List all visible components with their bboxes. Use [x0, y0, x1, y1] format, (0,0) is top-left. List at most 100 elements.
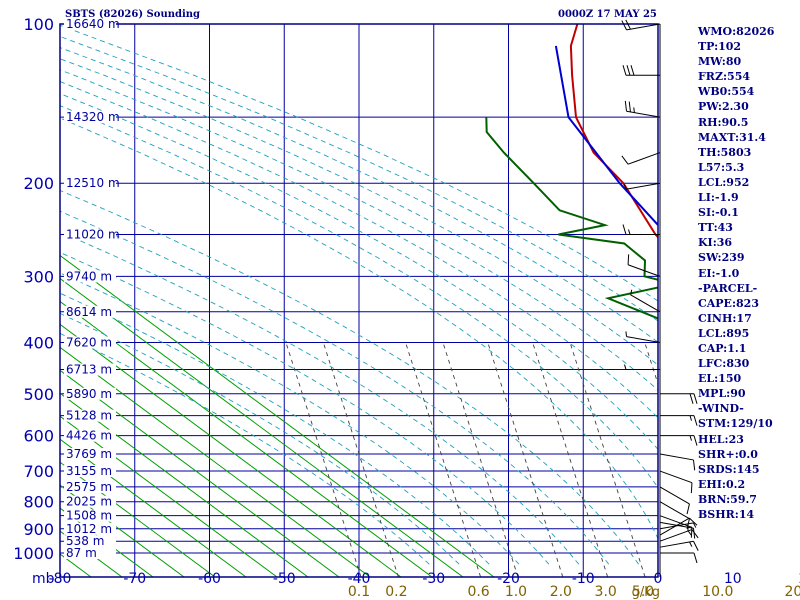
stability-index-item: MPL:90: [698, 387, 746, 401]
stability-index-item: PW:2.30: [698, 100, 749, 114]
temperature-tick-label: -30: [422, 571, 445, 587]
wind-barb-flag: [633, 107, 635, 113]
stability-index-item: TT:43: [698, 221, 733, 235]
height-label: 1012 m: [66, 522, 112, 536]
height-label-bg: [64, 18, 116, 30]
stability-index-list: WMO:82026 TP:102 MW:80 FRZ:554 WB0:554 PW:2.3…: [698, 24, 774, 522]
mixing-ratio-line: [285, 342, 362, 577]
temperature-tick-label: -40: [348, 571, 371, 587]
mixing-ratio-line: [532, 342, 609, 577]
wind-barb-flag: [630, 289, 633, 295]
stability-index-item: KI:36: [698, 236, 733, 250]
dry-adiabat-line: [60, 392, 309, 577]
wind-barb-flag: [689, 393, 694, 404]
pressure-tick-label: 1000: [13, 544, 54, 563]
wind-barb-flag: [689, 517, 698, 526]
height-label: 3155 m: [66, 464, 112, 478]
wind-barb-flag: [691, 529, 699, 539]
stability-index-item: SW:239: [698, 251, 745, 265]
wind-barb-flag: [622, 224, 627, 235]
stability-index-item: TH:5803: [698, 145, 752, 159]
height-label-bg: [64, 429, 116, 442]
height-label: 5128 m: [66, 409, 112, 423]
mixing-ratio-label: 0.2: [385, 584, 407, 600]
wind-barb-flag: [628, 229, 631, 235]
stability-index-item: LCL:895: [698, 326, 750, 340]
stability-index-item: STM:129/10: [698, 417, 773, 431]
profile-lines: [485, 24, 658, 320]
height-label: 16640 m: [66, 17, 120, 31]
height-label: 2025 m: [66, 495, 112, 509]
dry-adiabat-line: [60, 369, 340, 577]
dry-adiabat-line: [60, 277, 464, 577]
temperature-tick-label: -10: [572, 571, 595, 587]
wind-barb-flag: [690, 482, 693, 494]
dry-adiabat-line: [60, 438, 247, 577]
mixing-ratio-line: [487, 342, 564, 577]
wind-barb: [659, 515, 693, 528]
pressure-tick-label: 400: [23, 333, 54, 352]
wind-barb-flag: [630, 65, 635, 76]
moist-adiabat-line: [60, 312, 460, 565]
wind-barb-flag: [693, 552, 698, 564]
height-label-bg: [64, 465, 116, 478]
wind-barb: [659, 470, 693, 484]
wind-barb-flag: [623, 184, 627, 190]
pressure-tick-label: 600: [23, 427, 54, 446]
height-label-bg: [64, 480, 116, 493]
mixing-ratio-label: 10.0: [702, 584, 733, 600]
wind-barb-flag: [689, 435, 692, 441]
wind-barb-flag: [693, 435, 698, 446]
temperature-tick-label: -50: [273, 571, 296, 587]
pressure-unit-label: mb: [32, 571, 55, 587]
temperature-tick-label: -70: [123, 571, 146, 587]
wind-barb-flag: [693, 541, 699, 551]
wind-barb: [659, 501, 690, 520]
pressure-tick-label: 500: [23, 385, 54, 404]
stability-index-item: SHR+:0.0: [698, 447, 758, 461]
wind-barb-flag: [693, 393, 698, 404]
height-label: 4426 m: [66, 429, 112, 443]
wind-barb-flag: [625, 331, 628, 337]
height-label: 11020 m: [66, 228, 120, 242]
wind-barb-flag: [687, 530, 692, 536]
dry-adiabat-line: [60, 323, 402, 577]
pressure-tick-label: 800: [23, 493, 54, 512]
stability-index-item: LI:-1.9: [698, 191, 739, 205]
wind-barb: [630, 294, 661, 313]
height-label: 7620 m: [66, 335, 112, 349]
height-label-bg: [64, 547, 116, 559]
temperature-tick-label: 0: [654, 571, 663, 587]
moist-adiabat-line: [60, 210, 610, 565]
mixing-ratio-label: 2.0: [550, 584, 572, 600]
stability-index-item: BRN:59.7: [698, 492, 757, 506]
stability-index-item: CAP:1.1: [698, 341, 747, 355]
height-label: 1508 m: [66, 509, 112, 523]
stability-index-item: LCL:952: [698, 175, 750, 189]
height-label-bg: [64, 228, 116, 241]
mixing-ratio-label: 1.0: [505, 584, 527, 600]
moist-adiabat-line: [60, 189, 639, 565]
mixing-ratio-line: [569, 342, 646, 577]
dry-adiabat-line: [60, 300, 433, 577]
temperature-tick-label: 20: [799, 571, 800, 587]
mixing-ratio-line: [322, 342, 399, 577]
wind-barb-flag: [624, 100, 628, 112]
wind-barb-flag: [686, 503, 690, 515]
stability-index-item: SRDS:145: [698, 462, 760, 476]
wind-barb-flag: [627, 254, 630, 265]
plot-frame: [59, 23, 659, 578]
wind-barb-flag: [686, 518, 690, 530]
height-label-bg: [64, 363, 116, 376]
wind-barb-flag: [689, 541, 693, 547]
wind-barb-flag: [693, 522, 697, 528]
moist-adiabat-line: [60, 35, 658, 322]
wind-barb: [626, 182, 661, 190]
wind-barb: [627, 264, 661, 277]
height-label: 2575 m: [66, 480, 112, 494]
stability-index-item: CINH:17: [698, 311, 752, 325]
stability-index-item: EHI:0.2: [698, 477, 746, 491]
wind-barbs: [621, 19, 699, 577]
stability-index-item: EI:-1.0: [698, 266, 740, 280]
height-label: 538 m: [66, 534, 104, 548]
